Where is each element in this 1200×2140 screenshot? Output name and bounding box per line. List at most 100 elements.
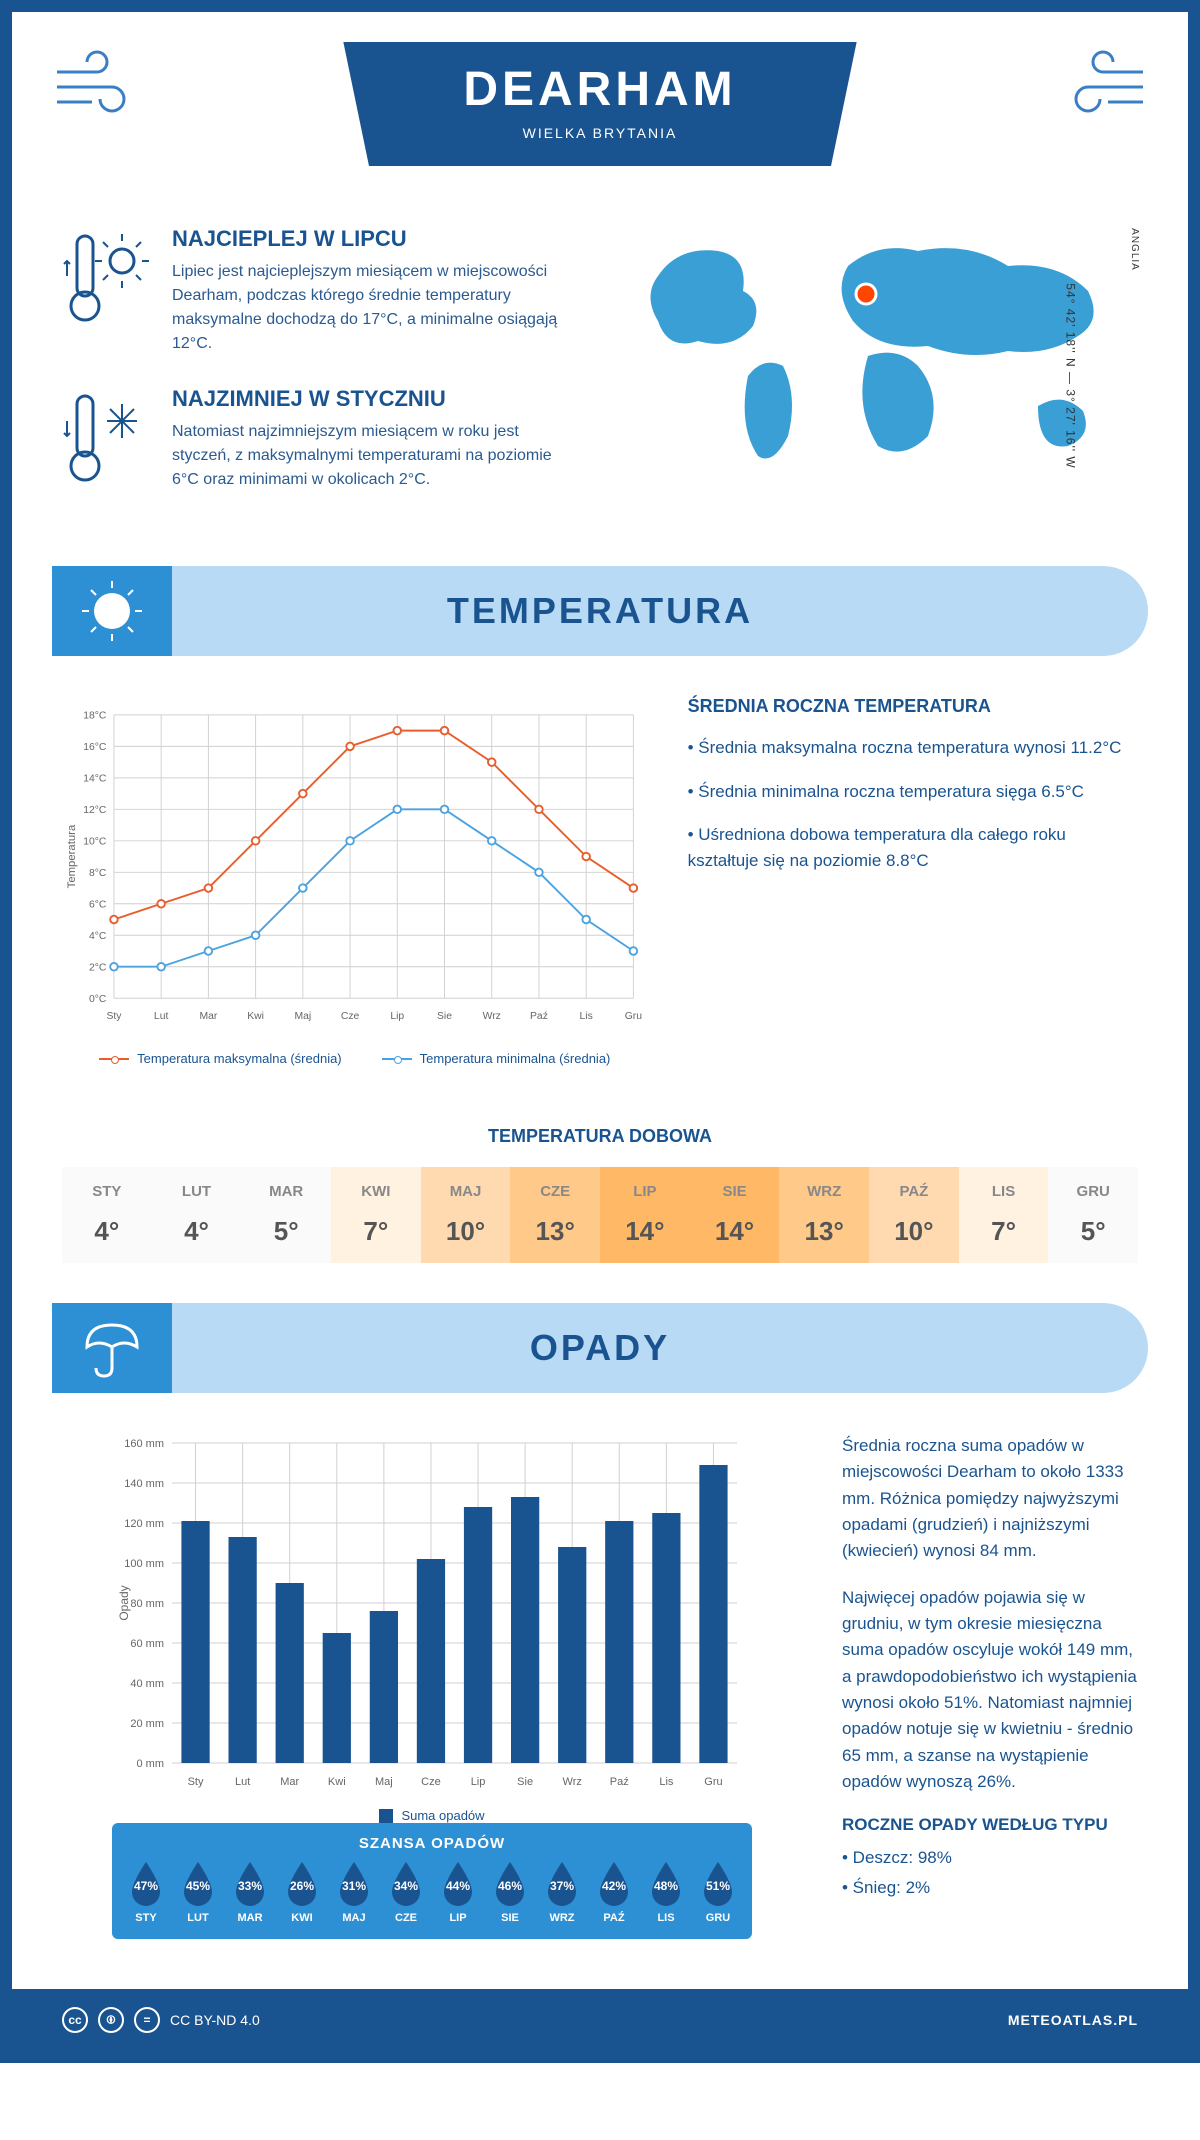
daily-temp-cell: CZE13° — [510, 1167, 600, 1263]
daily-month-label: CZE — [510, 1183, 600, 1200]
raindrop-icon: 42% — [594, 1860, 634, 1908]
svg-text:20 mm: 20 mm — [130, 1718, 164, 1730]
daily-temp-cell: SIE14° — [690, 1167, 780, 1263]
chance-cell: 31%MAJ — [334, 1860, 374, 1924]
daily-month-label: STY — [62, 1183, 152, 1200]
summary-row: NAJCIEPLEJ W LIPCU Lipiec jest najcieple… — [12, 216, 1188, 566]
footer: cc 🅯 = CC BY-ND 4.0 METEOATLAS.PL — [12, 1989, 1188, 2051]
chance-month-label: WRZ — [542, 1912, 582, 1924]
chance-percent: 44% — [446, 1879, 470, 1893]
svg-text:Maj: Maj — [375, 1776, 393, 1788]
chance-month-label: KWI — [282, 1912, 322, 1924]
chance-percent: 46% — [498, 1879, 522, 1893]
chance-percent: 31% — [342, 1879, 366, 1893]
precip-type-rain: • Deszcz: 98% — [842, 1845, 1138, 1871]
daily-temp-value: 7° — [959, 1216, 1049, 1247]
daily-month-label: MAR — [241, 1183, 331, 1200]
daily-month-label: LIP — [600, 1183, 690, 1200]
nd-icon: = — [134, 2007, 160, 2033]
svg-text:4°C: 4°C — [89, 931, 107, 942]
wind-icon — [1058, 47, 1148, 131]
svg-text:Maj: Maj — [294, 1011, 311, 1022]
svg-text:Mar: Mar — [280, 1776, 299, 1788]
svg-text:6°C: 6°C — [89, 900, 107, 911]
chance-month-label: PAŹ — [594, 1912, 634, 1924]
precipitation-section-header: OPADY — [52, 1303, 1148, 1393]
precipitation-chance-panel: SZANSA OPADÓW 47%STY45%LUT33%MAR26%KWI31… — [112, 1823, 752, 1939]
svg-text:60 mm: 60 mm — [130, 1638, 164, 1650]
raindrop-icon: 26% — [282, 1860, 322, 1908]
license-block: cc 🅯 = CC BY-ND 4.0 — [62, 2007, 260, 2033]
svg-text:40 mm: 40 mm — [130, 1678, 164, 1690]
raindrop-icon: 31% — [334, 1860, 374, 1908]
svg-text:Paź: Paź — [610, 1776, 629, 1788]
raindrop-icon: 48% — [646, 1860, 686, 1908]
raindrop-icon: 45% — [178, 1860, 218, 1908]
svg-text:12°C: 12°C — [83, 805, 107, 816]
chance-cell: 45% LUT — [178, 1860, 218, 1924]
precipitation-title: OPADY — [172, 1327, 1148, 1369]
svg-text:18°C: 18°C — [83, 711, 107, 722]
raindrop-icon: 37% — [542, 1860, 582, 1908]
world-map-box: ANGLIA 54° 42' 18'' N — 3° 27' 16'' W — [618, 226, 1138, 526]
chance-cell: 47%STY — [126, 1860, 166, 1924]
title-banner: DEARHAM WIELKA BRYTANIA — [343, 42, 856, 166]
chance-percent: 51% — [706, 1879, 730, 1893]
temperature-text-column: ŚREDNIA ROCZNA TEMPERATURA • Średnia mak… — [688, 696, 1138, 1066]
temperature-chart-column: 0°C2°C4°C6°C8°C10°C12°C14°C16°C18°CStyLu… — [62, 696, 648, 1066]
coldest-block: NAJZIMNIEJ W STYCZNIU Natomiast najzimni… — [62, 386, 578, 496]
svg-text:10°C: 10°C — [83, 837, 107, 848]
precipitation-bar-chart: 0 mm20 mm40 mm60 mm80 mm100 mm120 mm140 … — [62, 1433, 802, 1793]
temperature-legend: Temperatura maksymalna (średnia) Tempera… — [62, 1051, 648, 1066]
chance-percent: 48% — [654, 1879, 678, 1893]
chance-month-label: LIP — [438, 1912, 478, 1924]
svg-text:Wrz: Wrz — [483, 1011, 501, 1022]
daily-temp-cell: MAR5° — [241, 1167, 331, 1263]
daily-temperature-table: STY4°LUT4°MAR5°KWI7°MAJ10°CZE13°LIP14°SI… — [62, 1167, 1138, 1263]
chance-percent: 42% — [602, 1879, 626, 1893]
chance-percent: 37% — [550, 1879, 574, 1893]
chance-cell: 48% LIS — [646, 1860, 686, 1924]
precipitation-text-column: Średnia roczna suma opadów w miejscowośc… — [842, 1433, 1138, 1959]
svg-text:Gru: Gru — [625, 1011, 643, 1022]
svg-text:2°C: 2°C — [89, 963, 107, 974]
chance-month-label: LUT — [178, 1912, 218, 1924]
site-name: METEOATLAS.PL — [1008, 2012, 1138, 2028]
precip-types-title: ROCZNE OPADY WEDŁUG TYPU — [842, 1815, 1138, 1835]
svg-text:120 mm: 120 mm — [124, 1518, 164, 1530]
daily-month-label: WRZ — [779, 1183, 869, 1200]
warmest-text: Lipiec jest najcieplejszym miesiącem w m… — [172, 260, 578, 356]
thermometer-snow-icon — [62, 386, 152, 496]
daily-temp-value: 5° — [1048, 1216, 1138, 1247]
svg-text:Sty: Sty — [188, 1776, 204, 1788]
country-subtitle: WIELKA BRYTANIA — [463, 125, 736, 141]
daily-month-label: KWI — [331, 1183, 421, 1200]
daily-month-label: MAJ — [421, 1183, 511, 1200]
precipitation-legend: Suma opadów — [62, 1808, 802, 1823]
chance-percent: 34% — [394, 1879, 418, 1893]
svg-text:Lip: Lip — [471, 1776, 486, 1788]
coordinates: 54° 42' 18'' N — 3° 27' 16'' W — [1063, 283, 1077, 468]
daily-month-label: GRU — [1048, 1183, 1138, 1200]
chance-cell: 34%CZE — [386, 1860, 426, 1924]
region-label: ANGLIA — [1129, 228, 1140, 271]
raindrop-icon: 46% — [490, 1860, 530, 1908]
warmest-title: NAJCIEPLEJ W LIPCU — [172, 226, 578, 252]
svg-text:Sty: Sty — [106, 1011, 122, 1022]
cc-icon: cc — [62, 2007, 88, 2033]
daily-temp-cell: WRZ13° — [779, 1167, 869, 1263]
daily-temp-cell: KWI7° — [331, 1167, 421, 1263]
legend-max-label: Temperatura maksymalna (średnia) — [137, 1051, 341, 1066]
chance-percent: 33% — [238, 1879, 262, 1893]
page: DEARHAM WIELKA BRYTANIA NAJCIEPLEJ W LIP… — [0, 0, 1200, 2063]
daily-temp-cell: LIS 7° — [959, 1167, 1049, 1263]
chance-month-label: LIS — [646, 1912, 686, 1924]
daily-temp-value: 4° — [62, 1216, 152, 1247]
svg-text:8°C: 8°C — [89, 868, 107, 879]
svg-text:Paź: Paź — [530, 1011, 548, 1022]
daily-temp-title: TEMPERATURA DOBOWA — [12, 1126, 1188, 1147]
precip-type-snow: • Śnieg: 2% — [842, 1875, 1138, 1901]
chance-month-label: GRU — [698, 1912, 738, 1924]
wind-icon — [52, 47, 142, 131]
daily-month-label: LIS — [959, 1183, 1049, 1200]
